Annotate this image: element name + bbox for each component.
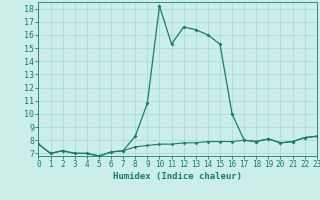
X-axis label: Humidex (Indice chaleur): Humidex (Indice chaleur) bbox=[113, 172, 242, 181]
